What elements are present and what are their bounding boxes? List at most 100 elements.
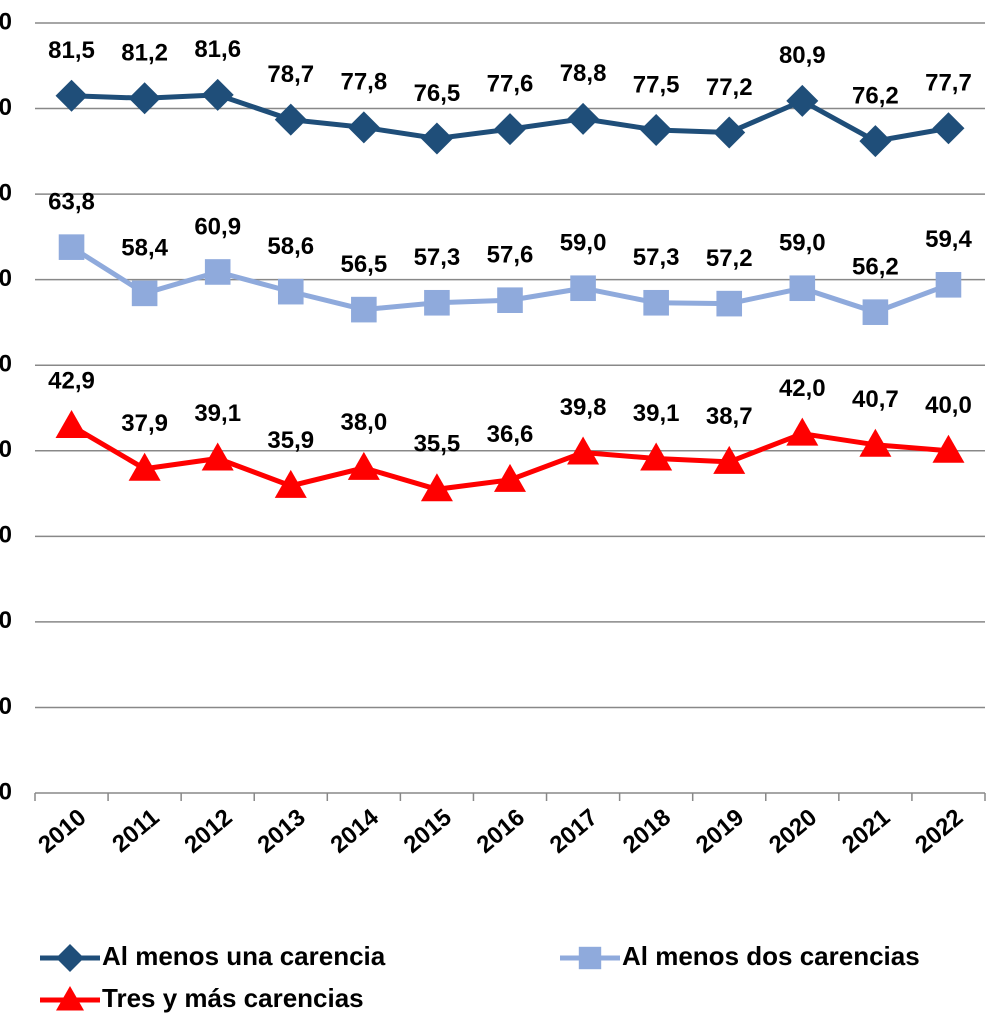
marker xyxy=(859,428,892,457)
marker xyxy=(58,234,85,260)
x-tick-label: 2020 xyxy=(764,804,822,859)
data-label: 60,9 xyxy=(194,213,241,240)
y-tick-label: 30 xyxy=(0,522,12,549)
x-tick-label: 2019 xyxy=(691,804,749,859)
data-label: 80,9 xyxy=(779,42,826,69)
x-tick-label: 2012 xyxy=(179,804,237,859)
marker xyxy=(932,434,965,463)
data-label: 81,6 xyxy=(194,36,241,63)
x-tick-label: 2021 xyxy=(837,804,895,859)
data-label: 77,7 xyxy=(925,70,972,97)
data-label: 57,6 xyxy=(487,242,534,269)
marker xyxy=(420,473,453,502)
marker xyxy=(570,275,596,302)
data-label: 59,0 xyxy=(779,230,826,257)
marker xyxy=(786,84,819,117)
data-label: 77,5 xyxy=(633,71,680,98)
y-tick-label: 60 xyxy=(0,265,12,292)
data-label: 77,8 xyxy=(340,69,387,96)
marker xyxy=(274,103,307,136)
data-label: 56,5 xyxy=(340,251,387,278)
data-label: 63,8 xyxy=(48,188,95,215)
marker xyxy=(567,102,600,135)
data-label: 76,2 xyxy=(852,82,899,109)
data-label: 81,5 xyxy=(48,37,95,64)
y-tick-label: 0 xyxy=(0,778,12,805)
x-tick-label: 2017 xyxy=(545,804,603,859)
data-label: 36,6 xyxy=(487,421,534,448)
marker xyxy=(497,287,523,313)
data-label: 77,6 xyxy=(487,70,534,97)
data-label: 56,2 xyxy=(852,254,899,281)
x-tick-label: 2022 xyxy=(910,804,968,859)
data-label: 78,7 xyxy=(267,61,314,88)
data-label: 42,0 xyxy=(779,375,826,402)
marker xyxy=(201,78,234,111)
data-label: 39,1 xyxy=(633,400,680,427)
data-label: 81,2 xyxy=(121,40,168,67)
y-tick-label: 90 xyxy=(0,8,12,35)
marker xyxy=(204,259,231,285)
marker xyxy=(789,275,816,302)
x-tick-label: 2016 xyxy=(472,804,530,859)
x-tick-label: 2013 xyxy=(252,804,310,859)
y-tick-label: 40 xyxy=(0,436,12,463)
legend-label: Al menos una carencia xyxy=(102,941,386,971)
marker xyxy=(640,442,673,471)
marker xyxy=(862,299,889,325)
data-label: 57,3 xyxy=(414,244,461,271)
marker xyxy=(347,111,380,144)
marker xyxy=(643,289,669,316)
x-tick-label: 2011 xyxy=(107,804,164,858)
data-label: 57,3 xyxy=(633,244,680,271)
marker xyxy=(128,452,161,481)
marker xyxy=(935,272,962,298)
marker xyxy=(859,125,892,158)
y-tick-label: 10 xyxy=(0,693,12,720)
data-label: 38,0 xyxy=(340,409,387,436)
data-label: 35,5 xyxy=(414,431,461,458)
data-label: 77,2 xyxy=(706,74,753,101)
marker xyxy=(420,122,453,155)
data-label: 57,2 xyxy=(706,245,753,272)
data-label: 39,1 xyxy=(194,400,241,427)
marker xyxy=(55,409,88,438)
marker xyxy=(494,113,526,146)
marker xyxy=(274,469,307,498)
x-tick-label: 2010 xyxy=(33,804,91,859)
y-tick-label: 80 xyxy=(0,94,12,121)
marker xyxy=(640,113,673,146)
marker xyxy=(713,445,746,474)
y-tick-label: 20 xyxy=(0,607,12,634)
legend-label: Al menos dos carencias xyxy=(622,941,920,971)
marker xyxy=(131,280,158,307)
x-tick-label: 2015 xyxy=(399,804,457,859)
legend-label: Tres y más carencias xyxy=(102,983,364,1013)
data-label: 78,8 xyxy=(560,60,607,87)
marker xyxy=(713,116,746,149)
data-label: 76,5 xyxy=(414,80,461,107)
data-label: 40,0 xyxy=(925,392,972,419)
marker xyxy=(494,463,526,492)
data-label: 35,9 xyxy=(267,427,314,454)
data-label: 59,0 xyxy=(560,230,607,257)
marker xyxy=(55,79,88,112)
data-label: 39,8 xyxy=(560,394,607,421)
marker xyxy=(201,442,234,471)
y-tick-label: 70 xyxy=(0,179,12,206)
data-label: 58,6 xyxy=(267,233,314,260)
marker xyxy=(56,986,84,1011)
data-label: 40,7 xyxy=(852,386,899,413)
x-tick-label: 2018 xyxy=(618,804,676,859)
marker xyxy=(424,289,450,316)
data-label: 42,9 xyxy=(48,367,95,394)
x-tick-label: 2014 xyxy=(326,803,385,858)
marker xyxy=(716,290,743,317)
marker xyxy=(347,451,380,480)
marker xyxy=(932,112,965,145)
marker xyxy=(578,946,602,970)
data-label: 59,4 xyxy=(925,226,972,253)
data-label: 38,7 xyxy=(706,403,753,430)
marker xyxy=(277,278,304,305)
data-label: 37,9 xyxy=(121,410,168,437)
